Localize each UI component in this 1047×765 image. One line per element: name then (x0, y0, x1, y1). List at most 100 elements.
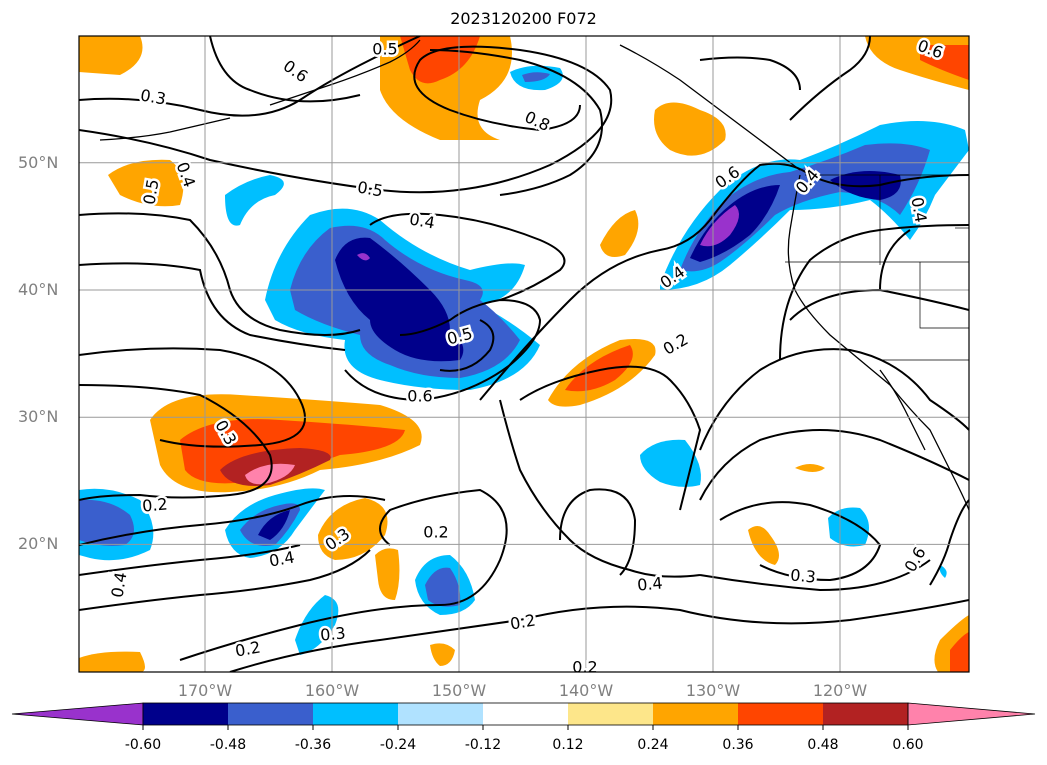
anomaly-shading (79, 36, 969, 672)
contour-line (779, 224, 969, 361)
lon-label: 160°W (304, 681, 360, 700)
contour-line (429, 49, 603, 196)
colorbar-tick-label: 0.12 (552, 737, 584, 753)
contour-line (229, 599, 969, 672)
contour-line (439, 319, 495, 372)
contour-line (79, 544, 301, 576)
colorbar-tick-label: -0.12 (464, 737, 502, 753)
lat-label: 40°N (18, 280, 59, 299)
shade-cold-northwest (225, 175, 284, 226)
shade-warm-topleft (79, 36, 143, 75)
shade-cold-small-e (939, 565, 947, 578)
contour-label: 0.6 (901, 544, 930, 576)
contour-label: 0.4 (636, 573, 663, 594)
shade-cold-central-peak (357, 253, 370, 261)
lat-label: 30°N (18, 407, 59, 427)
shade-cold-hawaii-s-core (425, 567, 461, 607)
shade-warm-small-e (795, 464, 825, 472)
map-title: 2023120200 F072 (450, 9, 597, 28)
contour-label: 0.5 (139, 178, 162, 206)
contour-lines (79, 36, 969, 672)
contour-line (344, 298, 542, 402)
contour-label: 0.2 (423, 523, 448, 542)
contour-line (699, 348, 969, 451)
colorbar-segment (738, 703, 823, 725)
colorbar-segment (398, 703, 483, 725)
shade-warm-bottom-left (79, 651, 145, 672)
contour-label-halo: 0.5 (139, 178, 162, 206)
shade-warm-35n-core (565, 345, 633, 392)
contour-label: 0.2 (141, 494, 168, 515)
shade-cold-east (828, 507, 869, 547)
contour-label: 0.3 (139, 85, 167, 108)
colorbar-tick-label: -0.24 (379, 737, 417, 753)
contour-label: 0.2 (572, 658, 597, 677)
colorbar-segment (823, 703, 908, 725)
coastline-us-west (787, 174, 969, 511)
contour-line (79, 495, 386, 546)
colorbar-segment (653, 703, 738, 725)
borders (785, 174, 969, 361)
contour-label: 0.5 (356, 177, 384, 200)
colorbar-extend-high (907, 702, 1036, 726)
shade-cold-mid-east (640, 439, 701, 487)
contour-label: 0.6 (407, 387, 432, 406)
colorbar (11, 702, 1036, 730)
colorbar-outline (142, 702, 909, 726)
shade-cold-southwest (295, 595, 339, 655)
shade-warm-topright-core (920, 45, 969, 80)
shade-warm-east-sub (748, 526, 779, 565)
contour-line (79, 45, 613, 194)
contour-line (929, 499, 969, 586)
colorbar-extend-low (11, 702, 144, 726)
contour-line (479, 162, 969, 401)
colorbar-tick-label: 0.24 (637, 737, 669, 753)
contour-label: 0.3 (319, 623, 346, 644)
contour-line (699, 559, 931, 592)
lon-label: 130°W (685, 681, 741, 700)
colorbar-segment (483, 703, 568, 725)
colorbar-segment (568, 703, 653, 725)
colorbar-tick-label: 0.36 (722, 737, 754, 753)
contour-label-halo: 0.4 (636, 573, 663, 594)
contour-label: 0.2 (660, 330, 692, 359)
colorbar-segment (313, 703, 398, 725)
shade-warm-hawaii (318, 498, 388, 560)
contour-line (79, 347, 306, 448)
contour-label: 0.5 (372, 40, 397, 59)
contour-label-halo: 0.3 (319, 623, 346, 644)
shade-warm-bottom-mid (430, 643, 455, 666)
contour-label-halo: 0.5 (372, 40, 397, 59)
lon-label: 150°W (431, 681, 487, 700)
shade-warm-bottom-right-core (950, 632, 969, 672)
coastline-alaska (269, 39, 421, 106)
contour-label-halo: 0.5 (356, 177, 384, 200)
shade-cold-hawaii-w-peak (258, 510, 290, 540)
shade-cold-coast-peak (700, 205, 739, 247)
contour-line (789, 288, 969, 321)
contour-line (559, 488, 637, 576)
coastlines (99, 39, 969, 511)
contour-label: 0.8 (522, 107, 553, 135)
colorbar-segment (143, 703, 228, 725)
contour-line (699, 56, 801, 91)
lon-label: 170°W (177, 681, 233, 700)
contour-label: 0.2 (509, 610, 537, 633)
colorbar-tick-label: -0.48 (209, 737, 247, 753)
contour-label: 0.4 (907, 196, 930, 224)
contour-line (369, 212, 566, 301)
contour-label-halo: 0.6 (407, 387, 432, 406)
contour-label: 0.6 (280, 56, 312, 86)
contour-line (699, 429, 969, 501)
lon-label: 120°W (812, 681, 868, 700)
contour-line (79, 549, 371, 611)
colorbar-tick-label: 0.48 (807, 737, 839, 753)
contour-line (79, 36, 421, 117)
contour-label: 0.3 (790, 565, 817, 586)
contour-label: 0.4 (268, 547, 296, 570)
border-state-3 (919, 262, 969, 329)
contour-line (789, 36, 871, 121)
shade-cold-central-core (335, 237, 464, 362)
contour-label: 0.2 (234, 637, 262, 660)
